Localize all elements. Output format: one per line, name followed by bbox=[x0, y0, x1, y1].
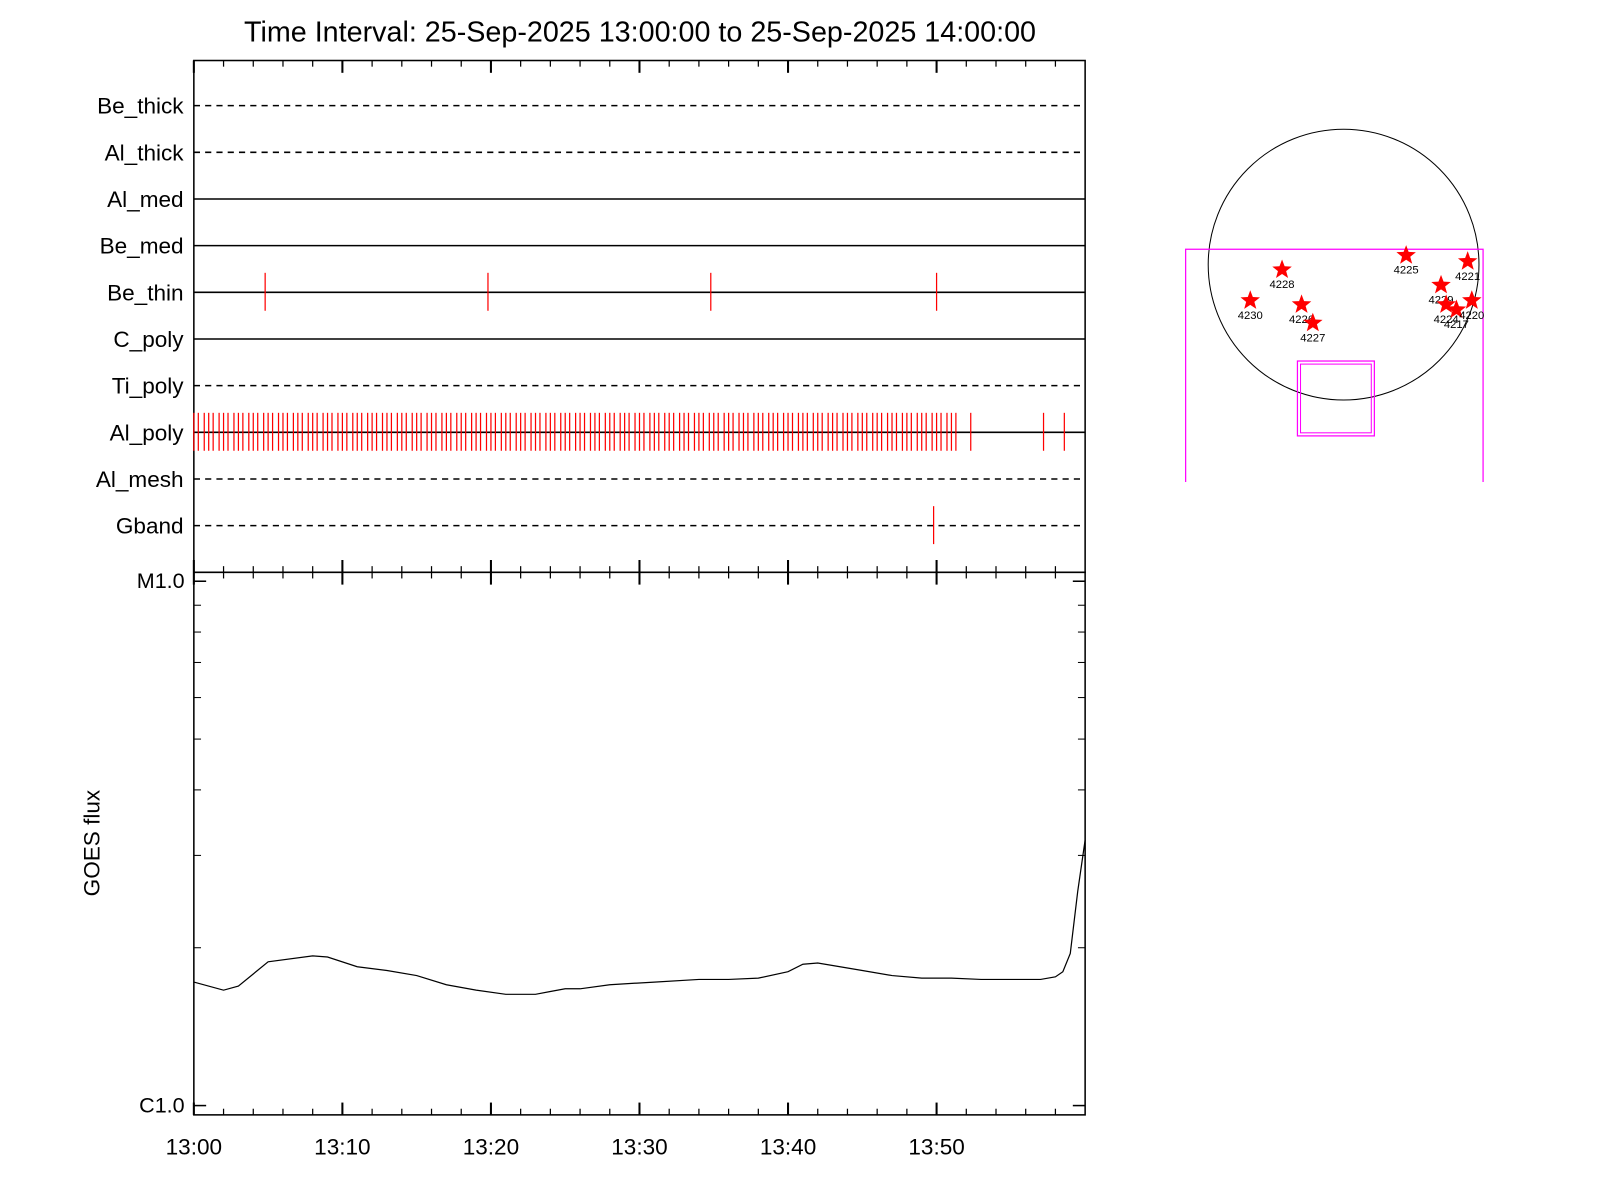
x-tick-label: 13:40 bbox=[760, 1135, 816, 1160]
region-star bbox=[1462, 290, 1482, 309]
pointing-box-inner bbox=[1300, 363, 1372, 434]
row-label: Al_poly bbox=[110, 420, 185, 445]
region-label: 4225 bbox=[1394, 265, 1419, 277]
region-star bbox=[1396, 245, 1416, 264]
row-label: Gband bbox=[116, 514, 184, 539]
pointing-box bbox=[1296, 360, 1375, 437]
x-tick-label: 13:50 bbox=[908, 1135, 964, 1160]
region-label: 4217 bbox=[1444, 319, 1469, 331]
chart-title: Time Interval: 25-Sep-2025 13:00:00 to 2… bbox=[244, 16, 1036, 48]
region-label: 4227 bbox=[1300, 332, 1325, 344]
region-label: 4230 bbox=[1238, 310, 1263, 322]
x-tick-label: 13:10 bbox=[314, 1135, 370, 1160]
x-tick-label: 13:00 bbox=[166, 1135, 222, 1160]
x-tick-label: 13:30 bbox=[611, 1135, 667, 1160]
region-star bbox=[1291, 294, 1312, 313]
y-tick-label: M1.0 bbox=[137, 569, 185, 593]
solar-disk bbox=[1207, 128, 1480, 401]
region-star bbox=[1303, 312, 1323, 332]
y-tick-label: C1.0 bbox=[139, 1093, 184, 1117]
region-star bbox=[1436, 294, 1456, 313]
row-label: Be_thin bbox=[107, 280, 183, 305]
region-star bbox=[1240, 290, 1260, 309]
row-label: C_poly bbox=[113, 327, 184, 352]
region-label: 4221 bbox=[1455, 271, 1480, 283]
region-label: 4228 bbox=[1270, 279, 1295, 291]
x-tick-label: 13:20 bbox=[463, 1135, 519, 1160]
region-star bbox=[1457, 251, 1478, 270]
row-label: Al_mesh bbox=[96, 467, 184, 492]
row-label: Ti_poly bbox=[112, 374, 185, 399]
region-label: 4220 bbox=[1459, 310, 1484, 322]
y-axis-label: GOES flux bbox=[79, 789, 104, 896]
region-star bbox=[1431, 274, 1451, 294]
row-label: Al_med bbox=[107, 187, 183, 212]
field-of-view bbox=[1185, 248, 1484, 483]
region-label: 4224 bbox=[1434, 314, 1459, 326]
row-label: Al_thick bbox=[105, 140, 185, 165]
region-star bbox=[1446, 299, 1467, 319]
row-label: Be_thick bbox=[97, 94, 184, 119]
region-star bbox=[1272, 259, 1292, 279]
goes-curve bbox=[193, 839, 1086, 995]
row-label: Be_med bbox=[100, 234, 184, 259]
